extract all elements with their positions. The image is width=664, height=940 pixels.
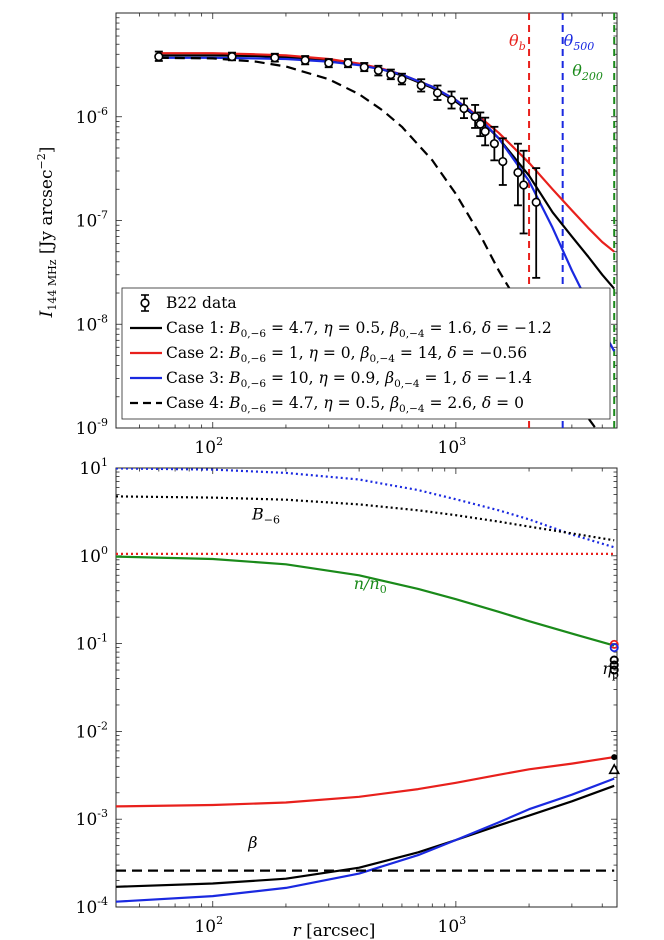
data-point (416, 80, 426, 91)
y-tick-label: 101 (79, 456, 108, 479)
x-tick-label: 102 (194, 914, 223, 937)
data-point (270, 53, 280, 63)
y-tick-label: 10-3 (76, 807, 108, 830)
y-axis-label: I144 MHz [Jy arcsec−2] (35, 147, 59, 319)
bottom-panel: 101 100 10-1 10-2 10-3 10-4 102 103 B−6 n/n0 ηp β r … (76, 456, 621, 940)
data-point (531, 197, 541, 207)
y-tick-label: 10-2 (76, 719, 108, 742)
x-tick-label: 103 (438, 914, 467, 937)
legend-symbol-point (140, 298, 150, 308)
data-point (519, 180, 529, 190)
data-point (480, 126, 490, 137)
y-tick-label: 10-4 (76, 895, 108, 918)
annotation-B: B−6 (251, 504, 280, 526)
plot-area (116, 468, 615, 903)
series-beta-case-3 (116, 777, 615, 903)
y-tick-label: 10-7 (76, 209, 108, 232)
legend-label-b22: B22 data (166, 294, 237, 312)
y-tick-label: 10-6 (76, 105, 108, 128)
data-point (498, 156, 508, 167)
legend-label-case1: Case 1: B0,−6 = 4.7, η = 0.5, β0,−4 = 1.… (166, 319, 552, 340)
data-point (359, 62, 369, 72)
top-panel: 10-6 10-7 10-8 10-9 102 103 θb θ500 θ200 B22 data… (35, 12, 618, 458)
x-tick-label: 102 (194, 435, 223, 458)
marker-eta_p-case2 (609, 639, 619, 649)
data-point (227, 51, 237, 62)
legend-label-case3: Case 3: B0,−6 = 10, η = 0.9, β0,−4 = 1, … (166, 369, 532, 390)
data-point (475, 119, 485, 129)
series-case-2 (158, 52, 615, 253)
data-point (300, 55, 310, 65)
marker-beta_p-dot (611, 754, 618, 761)
data-point (489, 139, 499, 149)
series-n-n0 (116, 555, 615, 647)
data-point (470, 112, 480, 122)
legend-box (121, 287, 611, 420)
series-case-3 (158, 56, 616, 352)
y-tick-label: 10-8 (76, 312, 108, 335)
vline-label-theta_200: θ200 (572, 61, 603, 83)
data-point (343, 58, 353, 68)
series-beta-case-2 (116, 756, 615, 808)
series-b-case-3 (116, 468, 615, 549)
data-point (446, 95, 457, 105)
y-tick-label: 10-1 (76, 632, 108, 655)
annotation-eta: ηp (602, 659, 619, 681)
legend: B22 data Case 1: B0,−6 = 4.7, η = 0.5, β0… (121, 287, 611, 420)
series-beta-case-1 (116, 784, 615, 888)
series-b-case-1-4 (116, 495, 615, 542)
data-point (432, 88, 443, 98)
x-tick-label: 103 (438, 435, 467, 458)
marker-eta_p-case1b (609, 660, 619, 670)
vline-label-theta_500: θ500 (564, 31, 595, 53)
data-point (154, 51, 164, 62)
x-axis-label: r [arcsec] (293, 921, 376, 940)
marker-eta_p-case4 (609, 665, 619, 675)
marker-eta_p-case1a (609, 655, 619, 665)
data-point (386, 69, 396, 80)
series-case-1 (158, 54, 616, 290)
data-point (397, 74, 407, 84)
marker-beta_p-triangle (608, 763, 621, 775)
data-point (513, 167, 523, 178)
y-tick-label: 100 (79, 544, 108, 567)
data-point (459, 103, 469, 114)
annotation-beta: β (247, 833, 257, 852)
y-tick-label: 10-9 (76, 416, 108, 439)
legend-label-case2: Case 2: B0,−6 = 1, η = 0, β0,−4 = 14, δ … (166, 344, 527, 365)
data-point (373, 65, 383, 75)
data-point (324, 58, 334, 68)
legend-label-case4: Case 4: B0,−6 = 4.7, η = 0.5, β0,−4 = 2.… (166, 394, 524, 415)
marker-eta_p-case3 (609, 643, 619, 653)
annotation-n: n/n0 (354, 574, 387, 596)
vline-label-theta_b: θb (509, 31, 526, 53)
axes-box (115, 467, 618, 908)
